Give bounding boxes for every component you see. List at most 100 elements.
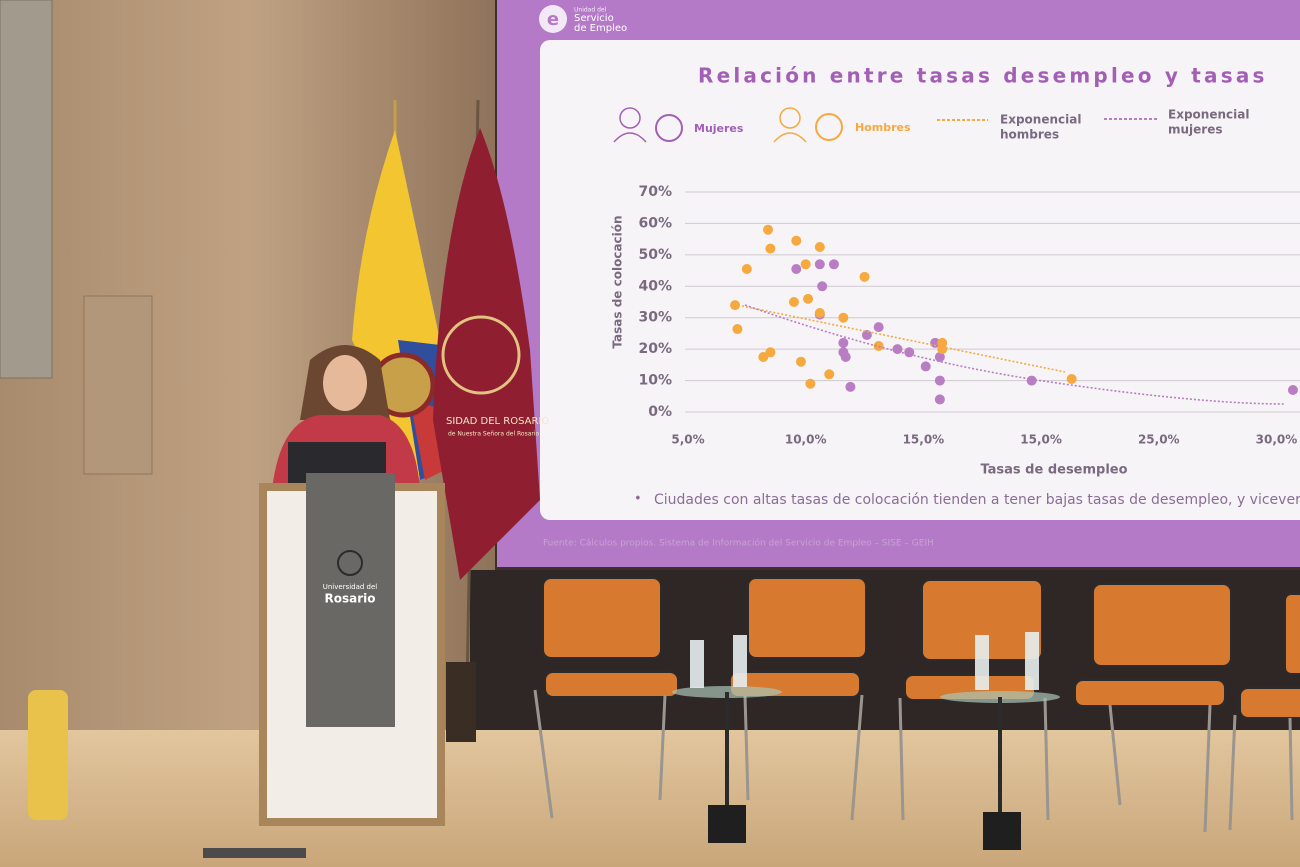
scatter-point	[814, 259, 825, 270]
scatter-point	[838, 337, 849, 348]
chairs-part	[983, 812, 1021, 850]
scatter-point	[1026, 375, 1037, 386]
legend-label: Hombres	[855, 121, 911, 134]
room-part	[28, 690, 68, 820]
podium-text: Universidad del	[323, 583, 378, 591]
scatter-point	[934, 394, 945, 405]
chairs-part-part	[533, 689, 554, 819]
legend-label: Mujeres	[694, 122, 744, 135]
banner-text: de Nuestra Señora del Rosario	[448, 431, 540, 438]
slide-part	[540, 40, 1300, 520]
scatter-point	[730, 300, 741, 311]
chairs-part	[533, 689, 1294, 833]
x-tick-label: 15,0%	[1020, 433, 1062, 447]
slide: e	[497, 0, 1300, 567]
scatter-point	[934, 352, 945, 362]
chairs-part	[542, 577, 1300, 719]
scatter-point	[920, 361, 931, 372]
plot: 0% 10% 20% 30% 40% 50% 60% 70% 5,0% 10,0% 15,0% 15,…	[638, 184, 1300, 447]
bullet-text: Ciudades con altas tasas de colocación t…	[654, 492, 1300, 508]
chairs-part	[690, 632, 1039, 690]
scatter-point	[1066, 374, 1077, 384]
legend-icons-part	[619, 107, 641, 129]
room-part	[0, 730, 1300, 867]
chairs-part	[708, 805, 746, 843]
scatter-point	[873, 341, 884, 351]
chairs-part-part	[1228, 714, 1237, 831]
scatter-point	[788, 297, 799, 307]
scatter-point	[873, 322, 884, 333]
slide-part: e	[547, 9, 559, 30]
scatter-point	[741, 264, 752, 274]
x-tick-label: 10,0%	[785, 433, 827, 447]
chairs-part-part	[542, 577, 662, 659]
y-tick-label: 40%	[638, 278, 672, 294]
chairs-part-part	[1288, 717, 1294, 821]
legend-label: hombres	[1000, 128, 1059, 142]
logo-name: de Empleo	[574, 23, 627, 34]
chairs-part-part	[850, 694, 864, 821]
legend-icons-part	[655, 114, 683, 142]
scatter-point	[859, 271, 870, 282]
y-axis-label: Tasas de colocación	[611, 215, 625, 348]
scatter-point	[892, 344, 903, 355]
scatter-point	[800, 259, 811, 270]
chairs-part-part	[1284, 593, 1300, 675]
logo-small: Unidad del	[574, 7, 607, 14]
flags-part	[446, 662, 476, 742]
scatter-point	[845, 381, 856, 392]
source: Fuente: Cálculos propios. Sistema de Inf…	[543, 538, 934, 549]
scatter-point	[838, 312, 849, 323]
chairs-part-part	[743, 694, 750, 801]
chart-title: Relación entre tasas desempleo y tasas	[698, 64, 1268, 88]
chairs-part-part	[1092, 583, 1232, 667]
legend-icons-part	[773, 132, 807, 143]
trendlines-part	[741, 305, 1066, 373]
podium-part	[337, 550, 363, 576]
room-part	[0, 0, 53, 379]
chairs-part-part	[690, 640, 704, 688]
scatter-point	[904, 347, 915, 358]
speaker-part	[323, 355, 367, 411]
flags-part	[441, 315, 521, 395]
logo: Unidad del Servicio de Empleo	[574, 7, 627, 35]
scatter-point	[824, 369, 835, 380]
legend-label: Exponencial	[1168, 108, 1249, 122]
legend-label: mujeres	[1168, 123, 1223, 137]
x-tick-label: 25,0%	[1138, 433, 1180, 447]
flags-part	[433, 128, 540, 580]
y-tick-label: 0%	[648, 404, 672, 420]
chairs	[533, 577, 1300, 850]
podium	[203, 473, 445, 858]
chairs-part-part	[1025, 632, 1039, 690]
chairs-part-part	[1203, 704, 1212, 833]
chairs-part-part	[1043, 697, 1050, 821]
x-tick-label: 5,0%	[671, 433, 704, 447]
y-tick-label: 70%	[638, 184, 672, 200]
chairs-part-part	[658, 694, 667, 801]
chairs-part-part	[747, 577, 867, 659]
trendlines-part	[744, 304, 1286, 405]
chairs-part-part	[975, 635, 989, 690]
chairs-part-part	[898, 697, 905, 821]
scatter-point	[805, 378, 816, 389]
scatter-point	[758, 352, 769, 362]
y-tick-label: 30%	[638, 310, 672, 326]
legend-icons-part	[779, 107, 801, 129]
y-tick-label: 50%	[638, 247, 672, 263]
scatter-point	[817, 281, 828, 292]
scatter-point	[763, 224, 774, 235]
scatter-point	[930, 337, 941, 348]
scatter-point	[765, 243, 776, 254]
trendlines	[741, 304, 1286, 405]
podium-part	[306, 473, 395, 727]
scatter-point	[861, 330, 872, 340]
podium-part	[203, 848, 306, 858]
flags	[352, 99, 540, 760]
y-tick-label: 10%	[638, 373, 672, 389]
podium-text: Rosario	[325, 592, 376, 606]
x-tick-label: 15,0%	[903, 433, 945, 447]
banner-text: SIDAD DEL ROSARIO	[446, 416, 549, 427]
bullet-dot: •	[634, 492, 642, 507]
legend-icons-part	[613, 132, 647, 143]
